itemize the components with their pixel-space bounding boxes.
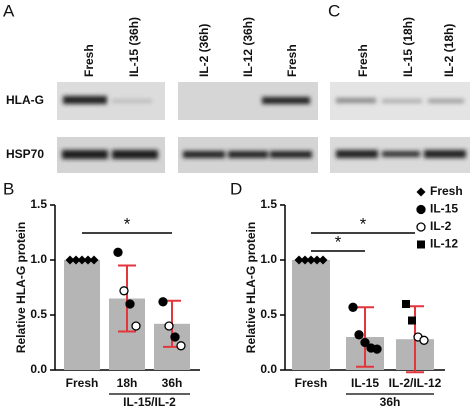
x-tick-label: 18h [117,376,138,390]
y-tick-label: 1.0 [260,252,277,266]
lane-label: Fresh [356,44,370,77]
data-point [176,341,186,351]
data-point [312,255,322,265]
y-tick-label: 0.0 [260,362,277,376]
x-tick-label: IL-15 [351,376,379,390]
data-point [89,255,99,265]
panel-letter: B [3,179,14,198]
data-point [125,299,135,309]
y-tick-label: 1.5 [30,197,47,211]
lane-label: IL-2 (18h) [442,24,456,77]
bar [64,260,100,370]
x-tick-label: 36h [162,376,183,390]
blot-strips [57,82,470,173]
data-point [408,316,416,325]
y-axis-label: Relative HLA-G protein [14,222,28,353]
group-label: 36h [380,395,401,409]
lane-label: IL-15 (18h) [401,17,415,77]
data-point [348,302,358,312]
data-point [402,300,410,308]
lane-label: Fresh [285,44,299,77]
bar [292,260,330,370]
legend-marker [416,204,426,215]
panel-letter: C [328,1,340,20]
data-point [158,297,168,307]
legend-marker [416,187,426,197]
lane-label: IL-2 (36h) [197,24,211,77]
legend-marker [416,222,426,232]
legend-label: IL-15 [430,202,458,216]
data-point [360,337,370,348]
data-point [419,335,429,345]
y-tick-label: 0.5 [260,307,277,321]
data-point [318,255,328,265]
data-point [83,255,93,265]
data-point [294,255,304,265]
data-point [119,286,129,296]
row-label: HSP70 [6,147,44,161]
data-point [131,321,141,331]
row-label: HLA-G [6,93,44,107]
data-point [113,247,123,257]
y-tick-label: 1.0 [30,252,47,266]
significance-label: * [335,232,342,251]
lane-label: Fresh [82,44,96,77]
y-axis-label: Relative HLA-G protein [244,222,258,353]
data-point [170,332,180,342]
y-tick-label: 0.5 [30,307,47,321]
significance-label: * [124,214,131,233]
panel-letter: D [230,179,242,198]
data-point [65,255,75,265]
legend-label: IL-12 [430,237,458,251]
y-tick-label: 0.0 [30,362,47,376]
lane-label: IL-15 (36h) [127,17,141,77]
data-point [164,321,174,331]
significance-label: * [360,214,367,233]
panel-letter: A [3,1,15,20]
data-point [300,255,310,265]
legend-marker [417,240,425,249]
data-point [71,255,81,265]
group-label: IL-15/IL-2 [123,395,176,409]
legend-label: Fresh [430,184,463,198]
x-tick-label: Fresh [295,376,328,390]
y-tick-label: 1.5 [260,197,277,211]
x-tick-label: Fresh [66,376,99,390]
data-point [372,344,382,354]
data-point [77,255,87,265]
x-tick-label: IL-2/IL-12 [389,376,442,390]
legend-label: IL-2 [430,219,452,233]
data-point [306,255,316,265]
data-point [354,330,364,340]
lane-label: IL-12 (36h) [241,17,255,77]
